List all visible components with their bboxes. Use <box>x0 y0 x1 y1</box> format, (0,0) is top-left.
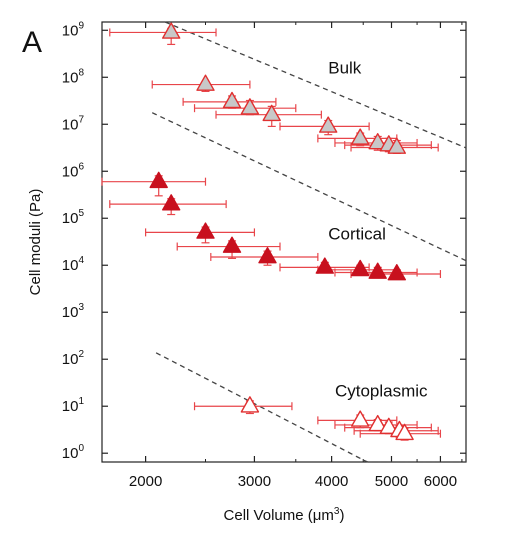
y-tick-label: 107 <box>62 114 85 133</box>
cortical-triangle-marker <box>258 246 277 264</box>
y-tick-base: 10 <box>62 398 79 415</box>
cortical-triangle-marker <box>222 236 242 253</box>
bulk-triangle-marker <box>351 128 370 145</box>
y-tick-label: 103 <box>62 302 85 321</box>
y-tick-base: 10 <box>62 210 79 227</box>
panel-label: A <box>22 26 42 59</box>
y-tick-base: 10 <box>62 445 79 462</box>
fit-curves <box>151 21 467 463</box>
y-tick-label: 100 <box>62 443 85 462</box>
bulk-triangle-marker <box>240 98 260 115</box>
bulk-triangle-marker <box>387 137 406 154</box>
cytoplasmic-fit-curve <box>155 352 466 463</box>
y-tick-exponent: 4 <box>78 255 84 266</box>
bulk-triangle-marker <box>262 104 281 122</box>
series-labels: Bulk Cortical Cytoplasmic <box>328 59 428 401</box>
y-tick-exponent: 2 <box>78 349 84 360</box>
cytoplasmic-triangle-marker <box>379 417 398 434</box>
error-bars <box>101 27 442 441</box>
cytoplasmic-triangle-marker <box>395 423 414 441</box>
axis-ticks: 2000 3000 4000 5000 600010010110210310410510… <box>62 20 466 490</box>
cortical-fit-curve <box>151 112 467 262</box>
y-tick-exponent: 3 <box>78 302 84 313</box>
y-tick-label: 105 <box>62 208 85 227</box>
cortical-triangle-marker <box>368 262 387 279</box>
y-tick-exponent: 9 <box>78 20 84 31</box>
x-tick-label: 2000 <box>129 473 162 490</box>
cytoplasmic-triangle-marker <box>240 396 260 413</box>
cytoplasmic-triangle-marker <box>351 410 370 427</box>
y-tick-label: 101 <box>62 396 85 415</box>
x-tick-label: 6000 <box>424 473 457 490</box>
y-tick-base: 10 <box>62 69 79 86</box>
y-tick-exponent: 1 <box>78 396 84 407</box>
bulk-triangle-marker <box>161 22 181 39</box>
plot-frame <box>101 21 467 463</box>
cortical-triangle-marker <box>161 194 181 211</box>
y-tick-label: 109 <box>62 20 85 39</box>
y-tick-label: 104 <box>62 255 85 274</box>
cortical-triangle-marker <box>387 264 406 281</box>
y-tick-label: 108 <box>62 67 85 86</box>
x-tick-label: 5000 <box>375 473 408 490</box>
bulk-series-label: Bulk <box>328 59 362 78</box>
cytoplasmic-triangle-marker <box>368 414 387 432</box>
data-markers <box>149 22 414 441</box>
cortical-triangle-marker <box>149 171 168 189</box>
cytoplasmic-series-label: Cytoplasmic <box>335 382 428 401</box>
bulk-triangle-marker <box>368 132 387 150</box>
bulk-triangle-marker <box>222 91 242 109</box>
y-tick-base: 10 <box>62 163 79 180</box>
y-tick-base: 10 <box>62 304 79 321</box>
y-tick-exponent: 7 <box>78 114 84 125</box>
y-tick-base: 10 <box>62 22 79 39</box>
x-tick-label: 4000 <box>315 473 348 490</box>
x-axis-title: Cell Volume (μm3) <box>224 506 345 524</box>
cortical-series-label: Cortical <box>328 225 386 244</box>
cortical-triangle-marker <box>351 259 370 277</box>
bulk-triangle-marker <box>319 116 338 133</box>
x-tick-label: 3000 <box>238 473 271 490</box>
y-tick-label: 106 <box>62 161 85 180</box>
bulk-fit-curve <box>165 21 467 149</box>
y-tick-exponent: 6 <box>78 161 84 172</box>
y-tick-base: 10 <box>62 116 79 133</box>
y-tick-exponent: 0 <box>78 443 84 454</box>
cortical-triangle-marker <box>196 222 215 239</box>
y-tick-exponent: 5 <box>78 208 84 219</box>
bulk-triangle-marker <box>196 74 215 91</box>
y-tick-exponent: 8 <box>78 67 84 78</box>
y-tick-label: 102 <box>62 349 85 368</box>
y-tick-base: 10 <box>62 257 79 274</box>
cortical-triangle-marker <box>315 257 334 274</box>
y-axis-title: Cell moduli (Pa) <box>27 189 44 296</box>
y-tick-base: 10 <box>62 351 79 368</box>
